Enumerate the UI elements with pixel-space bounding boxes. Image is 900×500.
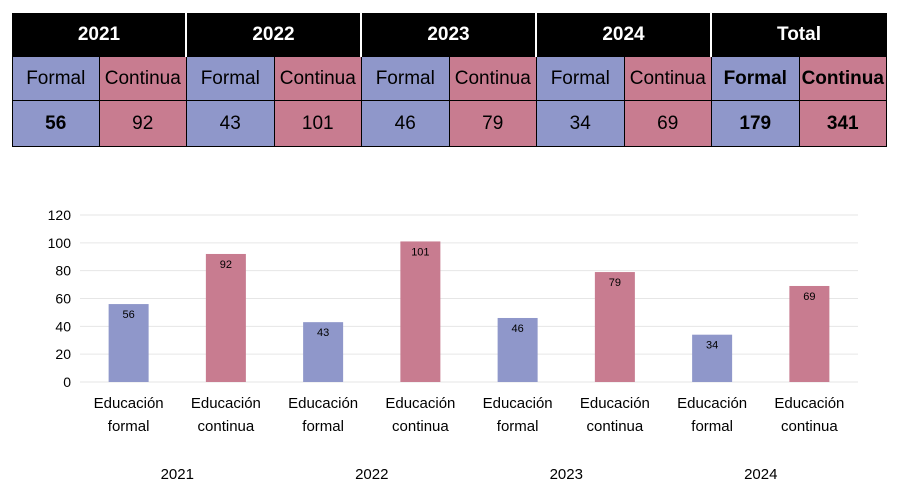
bar-continua-2023 xyxy=(594,272,635,382)
bar-data-label: 56 xyxy=(123,309,135,321)
bar-data-label: 43 xyxy=(317,327,329,339)
bar-data-label: 92 xyxy=(220,259,232,271)
x-category-label: Educación xyxy=(774,395,844,412)
table-subheader-row: Formal Continua Formal Continua Formal C… xyxy=(12,57,887,101)
y-tick-label: 60 xyxy=(55,291,71,307)
x-category-label: continua xyxy=(198,418,255,435)
bar-formal-2021 xyxy=(108,304,149,382)
y-tick-label: 120 xyxy=(48,207,72,223)
x-group-label: 2023 xyxy=(550,466,583,483)
subheader-continua: Continua xyxy=(449,57,537,101)
bar-continua-2021 xyxy=(205,253,246,382)
x-category-label: continua xyxy=(587,418,644,435)
year-header-2024: 2024 xyxy=(537,13,712,57)
x-group-label: 2021 xyxy=(161,466,194,483)
subheader-continua-total: Continua xyxy=(799,57,887,101)
y-tick-label: 20 xyxy=(55,346,71,362)
x-category-label: continua xyxy=(392,418,449,435)
value-cell: 56 xyxy=(12,101,100,147)
subheader-continua: Continua xyxy=(624,57,712,101)
subheader-formal: Formal xyxy=(537,57,625,101)
bar-data-label: 46 xyxy=(512,323,524,335)
x-category-label: Educación xyxy=(191,395,261,412)
value-cell: 69 xyxy=(624,101,712,147)
gridlines xyxy=(80,214,858,383)
x-category-label: Educación xyxy=(483,395,553,412)
y-axis-ticks: 0 20 40 60 80 100 120 xyxy=(48,207,72,390)
bar-continua-2022 xyxy=(400,241,441,382)
x-category-label: formal xyxy=(691,418,733,435)
table-header-row: 2021 2022 2023 2024 Total xyxy=(12,13,887,57)
x-category-label: Educación xyxy=(677,395,747,412)
value-cell-total: 179 xyxy=(712,101,800,147)
subheader-formal: Formal xyxy=(12,57,100,101)
x-category-label: formal xyxy=(302,418,344,435)
bar-formal-2022 xyxy=(303,322,344,382)
y-tick-label: 40 xyxy=(55,318,71,334)
subheader-formal-total: Formal xyxy=(712,57,800,101)
bar-data-label: 79 xyxy=(609,277,621,289)
value-cell: 101 xyxy=(274,101,362,147)
bars: 56 92 43 101 46 79 34 69 xyxy=(108,241,830,382)
table-values-row: 56 92 43 101 46 79 34 69 179 341 xyxy=(12,101,887,147)
x-axis-labels: Educación formal Educación continua Educació… xyxy=(94,395,845,483)
subheader-continua: Continua xyxy=(99,57,187,101)
bar-data-label: 101 xyxy=(411,246,429,258)
summary-table: 2021 2022 2023 2024 Total Formal Continu… xyxy=(12,13,887,147)
subheader-continua: Continua xyxy=(274,57,362,101)
value-cell: 34 xyxy=(537,101,625,147)
value-cell: 46 xyxy=(362,101,450,147)
x-category-label: Educación xyxy=(94,395,164,412)
value-cell: 79 xyxy=(449,101,537,147)
value-cell: 43 xyxy=(187,101,275,147)
y-tick-label: 80 xyxy=(55,263,71,279)
x-group-label: 2024 xyxy=(744,466,777,483)
subheader-formal: Formal xyxy=(362,57,450,101)
x-category-label: Educación xyxy=(385,395,455,412)
bar-data-label: 69 xyxy=(803,291,815,303)
bar-formal-2024 xyxy=(692,334,733,382)
y-tick-label: 0 xyxy=(63,374,71,390)
year-header-2023: 2023 xyxy=(362,13,537,57)
bar-formal-2023 xyxy=(497,317,538,382)
x-category-label: Educación xyxy=(580,395,650,412)
value-cell-total: 341 xyxy=(799,101,887,147)
year-header-2021: 2021 xyxy=(12,13,187,57)
y-tick-label: 100 xyxy=(48,235,72,251)
x-category-label: formal xyxy=(497,418,539,435)
year-header-2022: 2022 xyxy=(187,13,362,57)
year-header-total: Total xyxy=(712,13,887,57)
subheader-formal: Formal xyxy=(187,57,275,101)
x-category-label: Educación xyxy=(288,395,358,412)
value-cell: 92 xyxy=(99,101,187,147)
x-group-label: 2022 xyxy=(355,466,388,483)
bar-continua-2024 xyxy=(789,285,830,382)
x-category-label: formal xyxy=(108,418,150,435)
bar-chart: 0 20 40 60 80 100 120 56 92 43 101 46 79 34 69 Educac… xyxy=(48,207,858,483)
bar-data-label: 34 xyxy=(706,340,718,352)
x-category-label: continua xyxy=(781,418,838,435)
